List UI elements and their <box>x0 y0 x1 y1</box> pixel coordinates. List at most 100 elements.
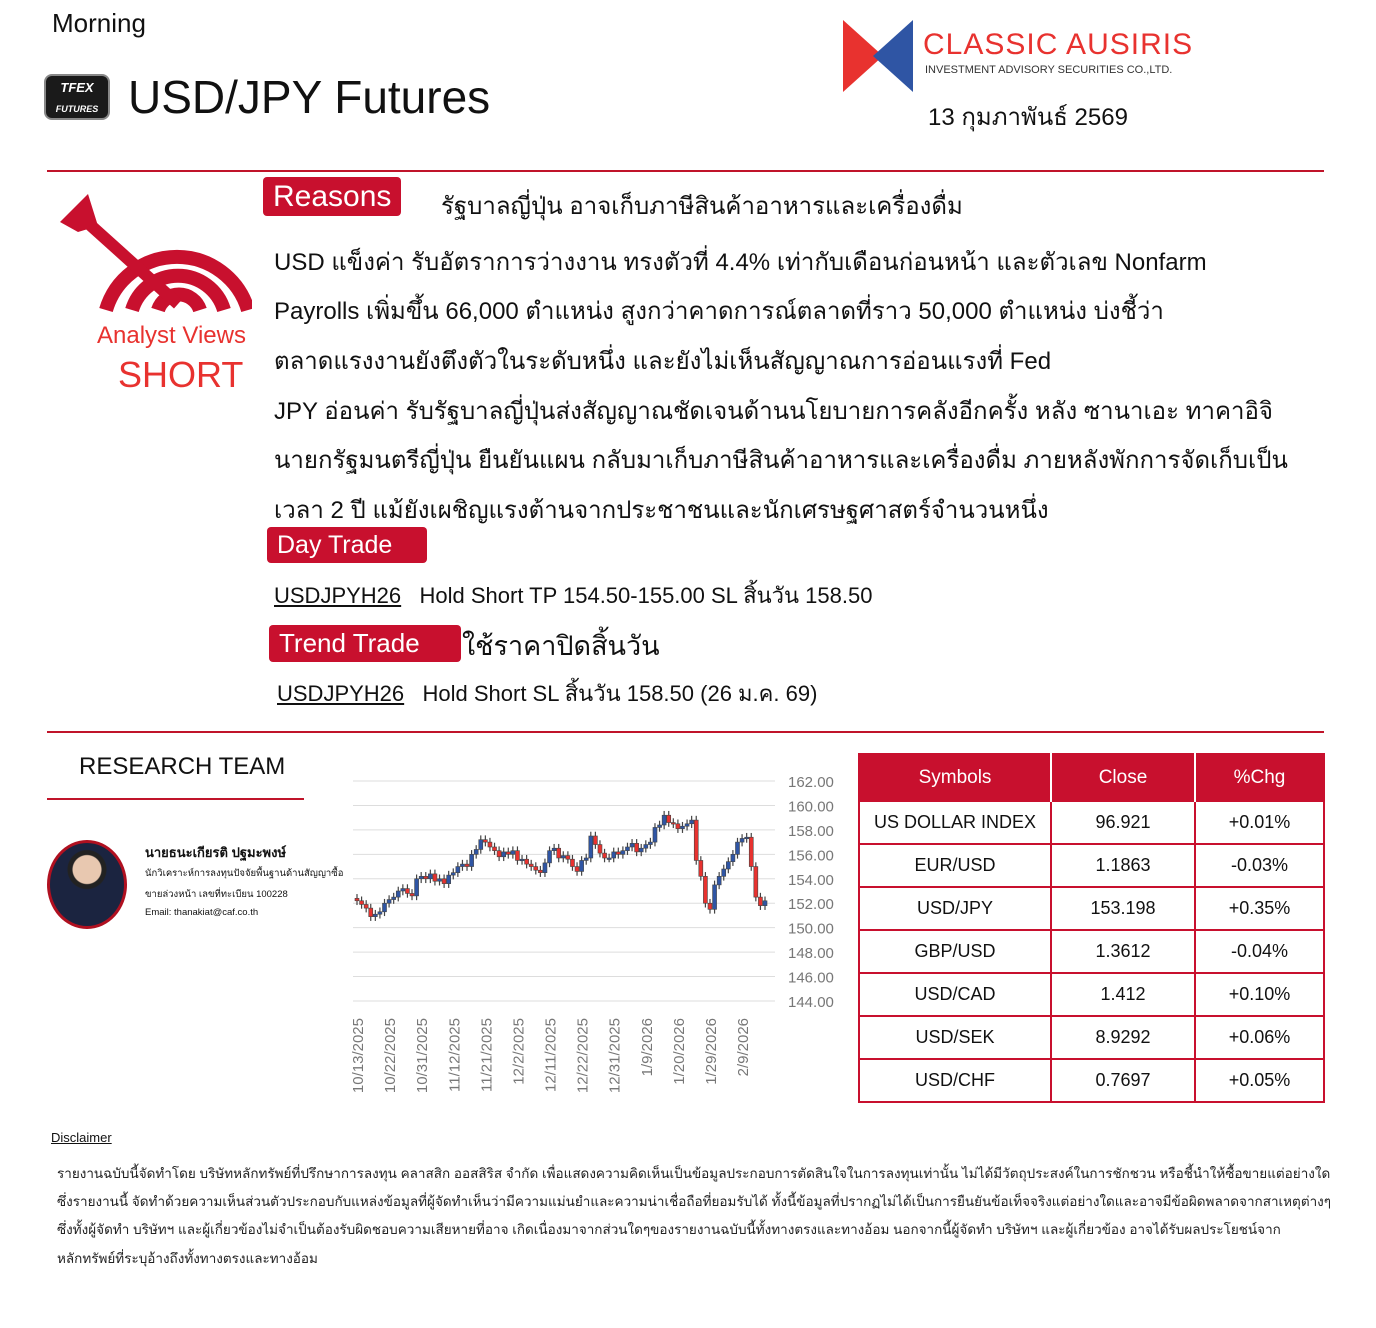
analyst-role: นักวิเคราะห์การลงทุนปัจจัยพื้นฐานด้านสัญ… <box>145 868 344 879</box>
candle-body <box>359 900 364 905</box>
candle-body <box>735 841 740 855</box>
y-tick-label: 156.00 <box>788 847 834 864</box>
x-tick-label: 12/2/2025 <box>510 1018 527 1085</box>
candle-body <box>748 836 754 867</box>
symbol-cell: EUR/USD <box>858 843 1052 888</box>
y-tick-label: 148.00 <box>788 945 834 962</box>
analyst-views-label: Analyst Views <box>97 322 246 349</box>
candle-body <box>629 843 635 848</box>
reason-line: เวลา 2 ปี แม้ยังเผชิญแรงต้านจากประชาชนแล… <box>274 497 1049 524</box>
analyst-email[interactable]: Email: thanakiat@caf.co.th <box>145 907 259 918</box>
candle-body <box>423 876 429 880</box>
candle-body <box>634 843 639 853</box>
candle-body <box>762 900 768 906</box>
x-tick-label: 11/21/2025 <box>478 1018 495 1092</box>
table-row: GBP/USD 1.3612 -0.04% <box>858 929 1325 974</box>
candle-body <box>588 835 594 859</box>
candle-body <box>510 850 516 855</box>
reason-line: JPY อ่อนค่า รับรัฐบาลญี่ปุ่นส่งสัญญาณชัด… <box>274 398 1273 425</box>
table-row: EUR/USD 1.1863 -0.03% <box>858 843 1325 888</box>
candle-body <box>428 873 433 880</box>
candle-body <box>593 835 598 845</box>
chg-cell: +0.35% <box>1194 886 1325 931</box>
candle-body <box>386 899 392 904</box>
x-tick-label: 11/12/2025 <box>446 1018 463 1092</box>
trend-trade-symbol: USDJPYH26 <box>277 681 405 706</box>
report-date: 13 กุมภาพันธ์ 2569 <box>928 104 1128 131</box>
candle-body <box>698 860 704 877</box>
day-trade-badge: Day Trade <box>267 527 427 563</box>
analyst-avatar <box>47 840 127 929</box>
x-tick-label: 12/11/2025 <box>543 1018 560 1092</box>
candle-body <box>432 873 438 882</box>
y-tick-label: 144.00 <box>788 994 834 1011</box>
day-trade-symbol: USDJPYH26 <box>274 583 402 608</box>
disclaimer-title: Disclaimer <box>51 1130 112 1145</box>
candle-body <box>501 851 506 858</box>
symbol-cell: USD/JPY <box>858 886 1052 931</box>
x-tick-label: 12/31/2025 <box>607 1018 624 1093</box>
reasons-badge: Reasons <box>263 177 402 216</box>
candle-body <box>505 851 511 855</box>
symbol-cell: USD/CHF <box>858 1058 1052 1103</box>
chg-cell: -0.04% <box>1194 929 1325 974</box>
candle-body <box>620 850 626 855</box>
candle-body <box>652 827 658 843</box>
chg-cell: -0.03% <box>1194 843 1325 888</box>
x-tick-label: 2/9/2026 <box>735 1018 752 1076</box>
candle-body <box>583 857 589 861</box>
close-cell: 1.1863 <box>1050 843 1196 888</box>
analyst-license: ขายล่วงหน้า เลขที่ทะเบียน 100228 <box>145 889 288 900</box>
candle-body <box>547 850 552 864</box>
x-tick-label: 12/22/2025 <box>575 1018 592 1093</box>
candle-body <box>487 841 493 848</box>
brand-subtitle: INVESTMENT ADVISORY SECURITIES CO.,LTD. <box>925 64 1173 76</box>
candle-body <box>739 838 745 843</box>
reason-line: USD แข็งค่า รับอัตราการว่างงาน ทรงตัวที่… <box>274 249 1207 276</box>
candle-body <box>616 851 621 855</box>
table-row: USD/CAD 1.412 +0.10% <box>858 972 1325 1017</box>
table-row: USD/JPY 153.198 +0.35% <box>858 886 1325 931</box>
y-tick-label: 162.00 <box>788 774 834 791</box>
candle-body <box>450 872 456 876</box>
chg-cell: +0.06% <box>1194 1015 1325 1060</box>
y-tick-label: 160.00 <box>788 798 834 815</box>
candle-body <box>606 857 612 860</box>
trend-trade-note: ใช้ราคาปิดสิ้นวัน <box>462 631 660 661</box>
close-cell: 0.7697 <box>1050 1058 1196 1103</box>
candle-body <box>611 851 617 859</box>
candle-body <box>707 902 713 910</box>
brand-logo-icon <box>843 20 913 92</box>
col-close: Close <box>1050 754 1195 801</box>
usdjpy-candlestick-chart: 162.00 160.00 158.00 156.00 154.00 152.00 150.… <box>350 774 834 1093</box>
candle-body <box>400 888 406 892</box>
candle-body <box>446 874 451 884</box>
candle-body <box>524 858 529 865</box>
candle-body <box>565 855 571 860</box>
candle-body <box>414 878 419 897</box>
candle-body <box>726 861 731 870</box>
candle-body <box>354 898 360 902</box>
candle-body <box>483 839 488 843</box>
candle-body <box>570 858 575 867</box>
candle-body <box>478 839 484 850</box>
col-symbols: Symbols <box>859 754 1051 801</box>
candle-body <box>551 847 557 851</box>
candle-body <box>657 824 662 828</box>
candle-body <box>455 866 461 873</box>
close-cell: 8.9292 <box>1050 1015 1196 1060</box>
candle-body <box>437 878 442 882</box>
candle-body <box>625 846 630 851</box>
candle-body <box>382 902 387 913</box>
candle-body <box>574 866 580 872</box>
reason-line: นายกรัฐมนตรีญี่ปุ่น ยืนยันแผน กลับมาเก็บ… <box>274 447 1288 474</box>
candle-body <box>519 858 525 862</box>
candle-body <box>538 869 543 873</box>
candle-body <box>744 836 749 840</box>
candle-body <box>496 850 502 858</box>
x-tick-label: 1/9/2026 <box>639 1018 656 1076</box>
candle-body <box>469 854 474 867</box>
tfex-logo: TFEX FUTURES <box>44 74 110 120</box>
candle-body <box>693 819 699 861</box>
candle-body <box>721 868 727 877</box>
